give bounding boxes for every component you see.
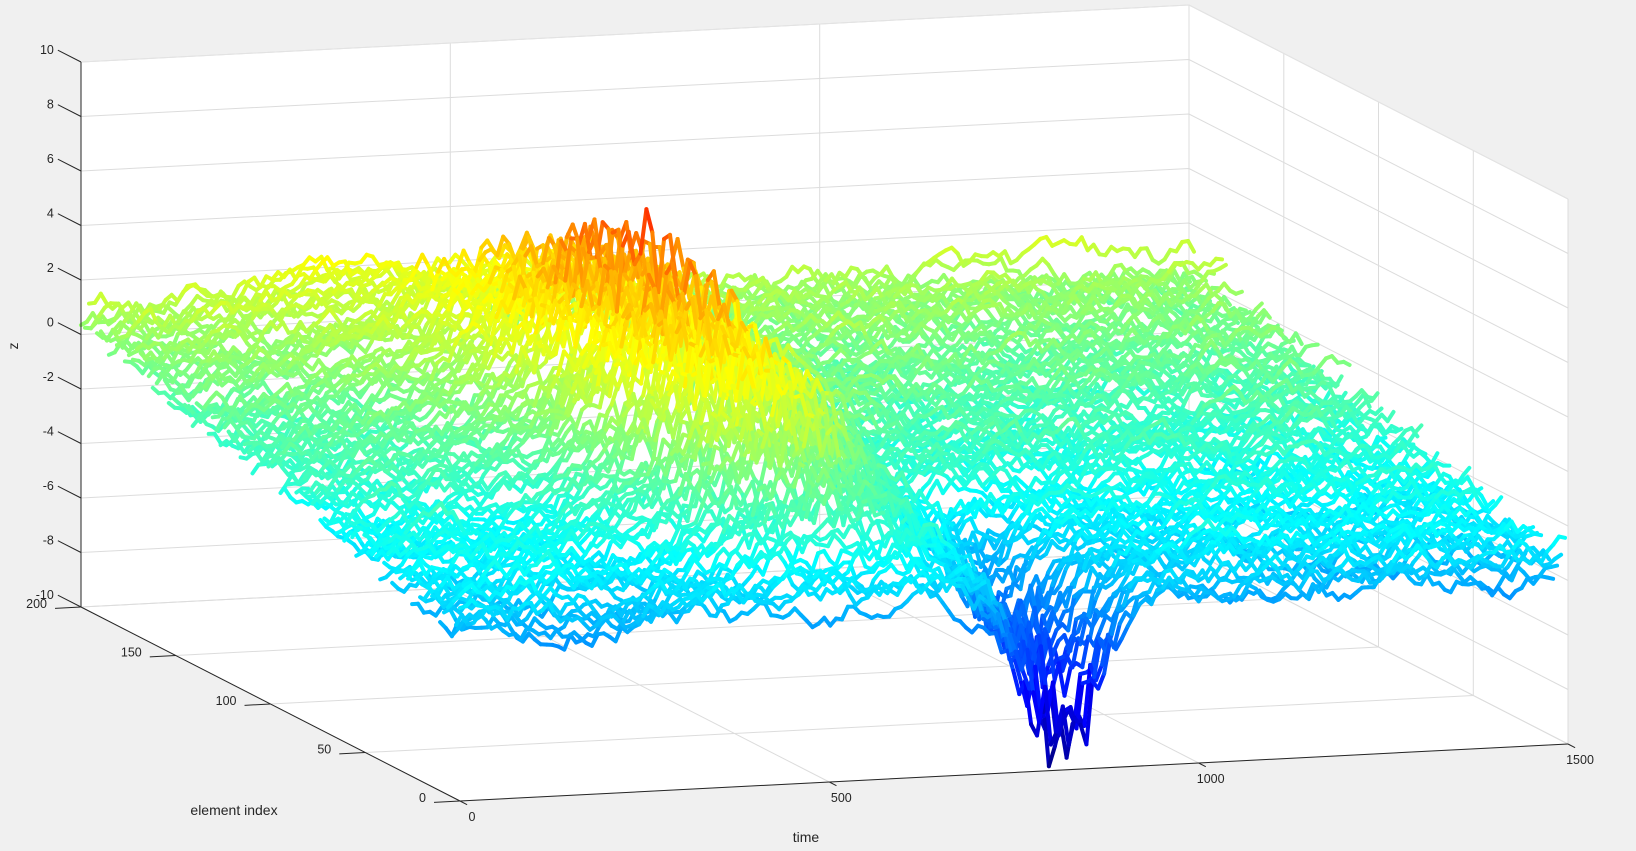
box-top-edge (80, 4, 1569, 200)
series-segment (1186, 239, 1196, 254)
series-segment (230, 283, 241, 300)
series-segment (319, 254, 330, 273)
series-segment (851, 273, 862, 289)
series-segment (807, 267, 818, 282)
series-segment (386, 277, 397, 294)
series-segment (1238, 306, 1248, 313)
series-segment (760, 275, 771, 292)
series-segment (396, 260, 407, 276)
series-segment (1002, 249, 1013, 266)
series-segment (1234, 289, 1244, 296)
series-segment (998, 255, 1009, 273)
series-segment (429, 256, 440, 273)
data-series (79, 207, 1567, 769)
series-segment (1214, 256, 1224, 262)
series-segment (1242, 310, 1252, 317)
grid-line-y (365, 150, 1474, 753)
series-segment (116, 319, 127, 335)
series-segment (1093, 270, 1104, 285)
series-segment (719, 273, 730, 289)
grid-line-y (175, 53, 1285, 656)
series-segment (175, 309, 186, 324)
series-segment (955, 251, 966, 268)
grid-line-y (270, 102, 1379, 705)
series-segment (1144, 246, 1155, 262)
series-segment (258, 274, 269, 290)
series-segment (240, 279, 251, 296)
series-segment (1079, 235, 1090, 253)
series-segment (1172, 269, 1183, 284)
series-segment (343, 259, 354, 278)
